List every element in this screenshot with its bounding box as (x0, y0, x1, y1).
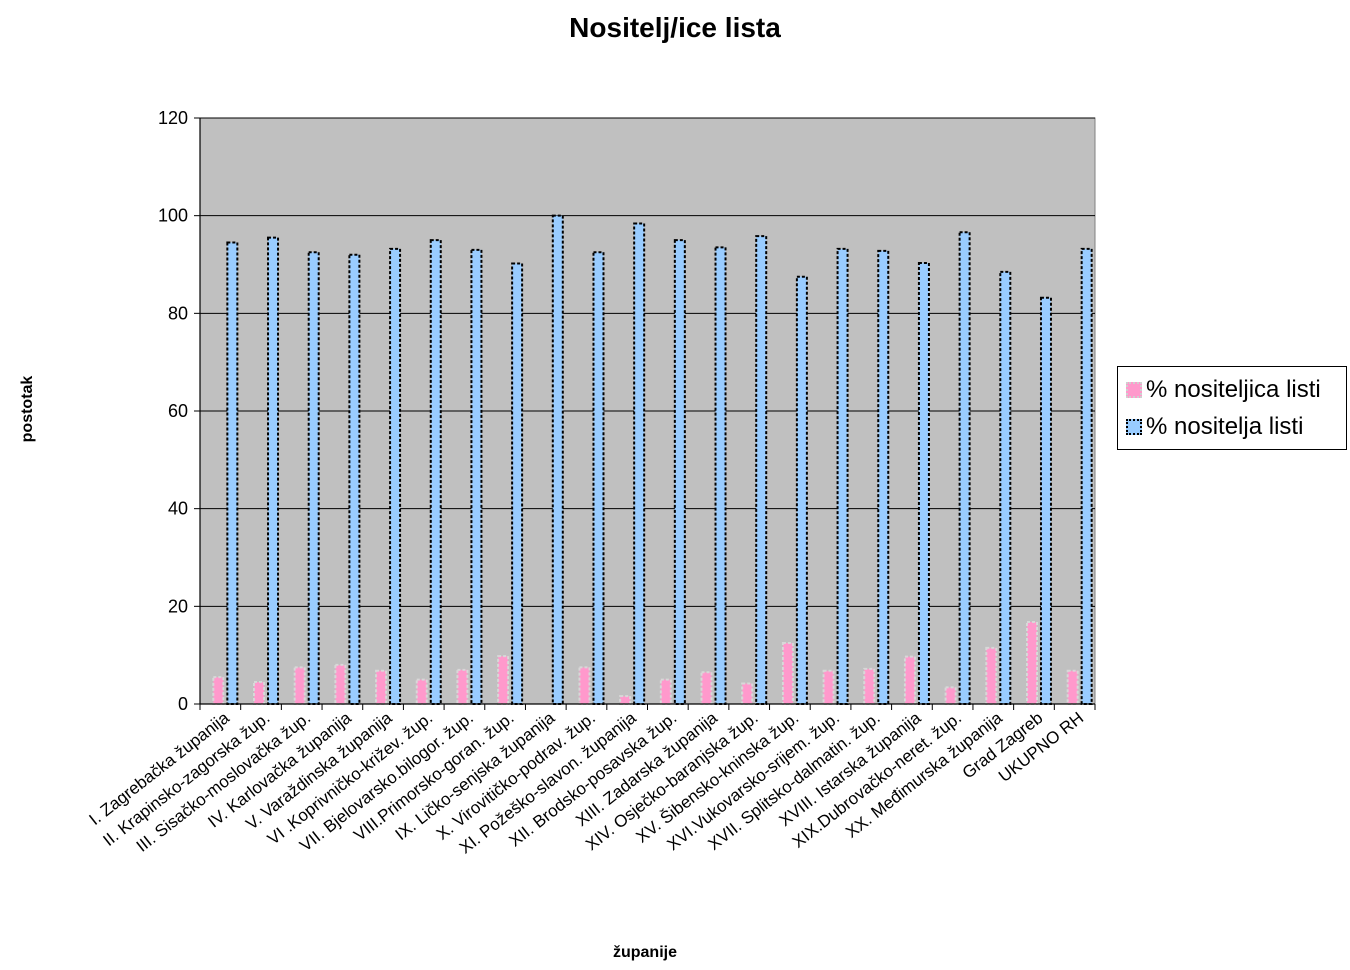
bar-male (836, 247, 849, 706)
bar-female (903, 655, 916, 705)
y-tick-labels: 0 20 40 60 80 100 120 (158, 108, 188, 714)
bar-male (1039, 296, 1052, 705)
x-tick-label: II. Krapinsko-zagorska žup. (99, 708, 273, 850)
bar-female (578, 666, 591, 705)
x-axis-label: županije (612, 944, 677, 961)
bar-male (877, 249, 890, 705)
bar-male (673, 239, 686, 705)
y-tick-label: 20 (168, 596, 188, 616)
bar-female (700, 671, 713, 706)
bar-male (917, 262, 930, 705)
bar-female (415, 678, 428, 705)
bar-male (714, 246, 727, 706)
bar-male (429, 239, 442, 705)
bar-female (822, 669, 835, 705)
bar-female (293, 666, 306, 705)
bar-female (334, 663, 347, 706)
axes (194, 117, 1096, 710)
y-axis-label: postotak (19, 375, 36, 443)
legend-item-female: % nositeljica listi (1126, 375, 1321, 405)
bar-male (389, 247, 402, 706)
bar-female (253, 681, 266, 706)
bar-female (212, 676, 225, 705)
bar-female (619, 695, 632, 705)
bar-male (755, 235, 768, 705)
bar-male (511, 262, 524, 705)
bar-male (958, 231, 971, 706)
bar-female (741, 682, 754, 705)
bar-male (999, 270, 1012, 705)
bar-male (592, 251, 605, 706)
bar-male (633, 222, 646, 705)
chart-title: Nositelj/ice lista (569, 12, 781, 43)
bar-female (781, 641, 794, 705)
bar-male (307, 251, 320, 706)
y-tick-label: 80 (168, 303, 188, 323)
bar-male (551, 214, 564, 706)
legend: % nositeljica listi % nositelja listi (1117, 366, 1347, 450)
bar-male (795, 275, 808, 705)
y-tick-label: 120 (158, 108, 188, 128)
bar-male (348, 253, 361, 705)
bar-female (659, 678, 672, 705)
y-tick-label: 40 (168, 499, 188, 519)
bar-female (1025, 620, 1038, 706)
bar-male (1080, 247, 1093, 706)
bar-female (944, 686, 957, 705)
bar-female (497, 655, 510, 705)
bar-female (863, 667, 876, 706)
legend-item-male: % nositelja listi (1126, 412, 1303, 442)
bar-male (267, 236, 280, 705)
bar-male (226, 241, 239, 705)
bar-female (1066, 669, 1079, 705)
bar-male (470, 248, 483, 705)
gridlines (200, 117, 1095, 607)
legend-label-male: % nositelja listi (1146, 413, 1304, 440)
bar-female (456, 668, 469, 705)
bar-female (985, 646, 998, 706)
y-tick-label: 0 (178, 694, 188, 714)
bar-female (375, 669, 388, 705)
legend-swatch-male (1126, 419, 1142, 435)
legend-label-female: % nositeljica listi (1146, 376, 1321, 403)
y-tick-label: 60 (168, 401, 188, 421)
y-tick-label: 100 (158, 206, 188, 226)
legend-swatch-female (1126, 382, 1142, 398)
